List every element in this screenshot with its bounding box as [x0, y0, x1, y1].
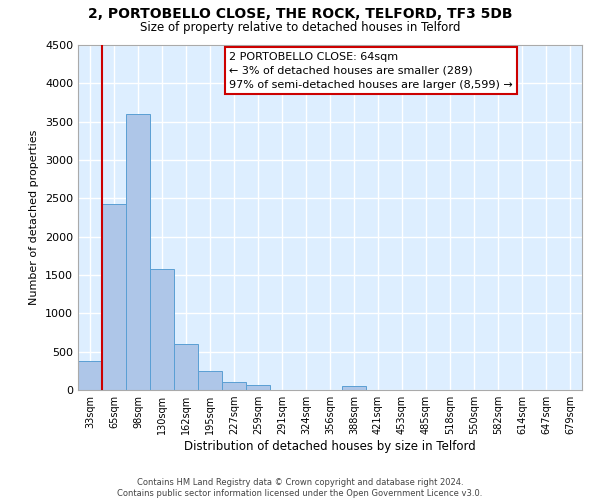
Bar [174, 344, 198, 390]
Y-axis label: Number of detached properties: Number of detached properties [29, 130, 40, 305]
Bar [222, 382, 246, 390]
Text: Size of property relative to detached houses in Telford: Size of property relative to detached ho… [140, 22, 460, 35]
Text: 2 PORTOBELLO CLOSE: 64sqm
← 3% of detached houses are smaller (289)
97% of semi-: 2 PORTOBELLO CLOSE: 64sqm ← 3% of detach… [229, 52, 513, 90]
Bar [198, 371, 222, 390]
Bar [342, 386, 366, 390]
Text: 2, PORTOBELLO CLOSE, THE ROCK, TELFORD, TF3 5DB: 2, PORTOBELLO CLOSE, THE ROCK, TELFORD, … [88, 8, 512, 22]
Bar [126, 114, 150, 390]
Bar [150, 269, 174, 390]
Bar [102, 204, 126, 390]
Bar [246, 386, 270, 390]
Text: Contains HM Land Registry data © Crown copyright and database right 2024.
Contai: Contains HM Land Registry data © Crown c… [118, 478, 482, 498]
X-axis label: Distribution of detached houses by size in Telford: Distribution of detached houses by size … [184, 440, 476, 453]
Bar [78, 361, 102, 390]
